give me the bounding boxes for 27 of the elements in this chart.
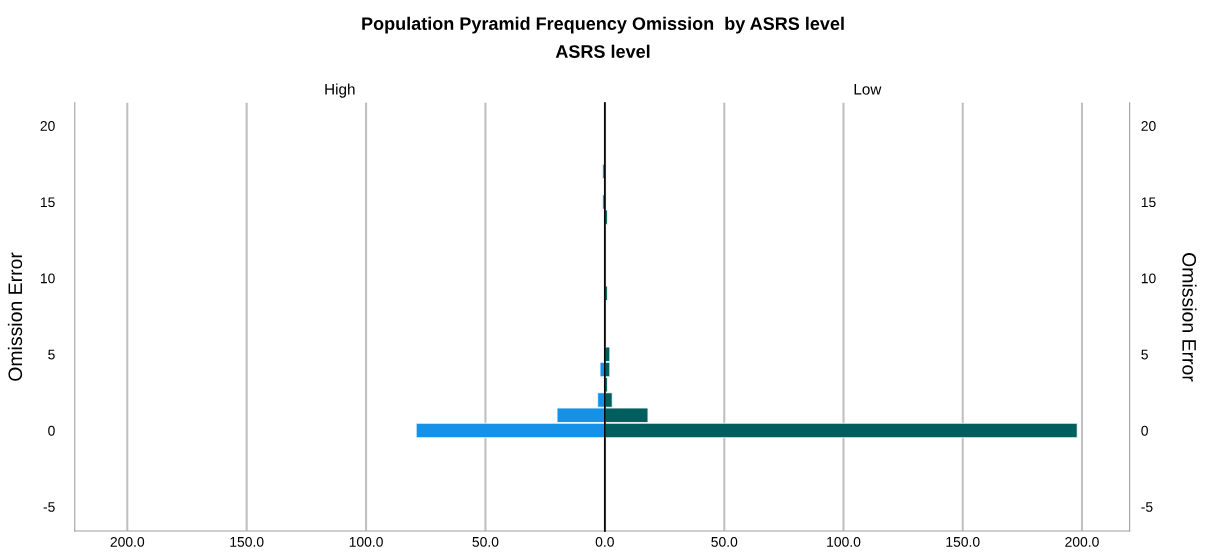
text: Population Pyramid Frequency Omission by ASRS level xyxy=(362,16,844,34)
chart-title: High xyxy=(325,83,355,98)
y-tick-label: -5 xyxy=(1141,502,1153,512)
y-tick-label: 15 xyxy=(1141,197,1156,208)
y-tick-label: 10 xyxy=(1141,273,1156,284)
x-tick-label: 150.0 xyxy=(230,536,264,547)
x-tick-label: 200.0 xyxy=(110,536,145,547)
y-tick-label: 5 xyxy=(1141,349,1148,360)
x-tick-label: 100.0 xyxy=(827,536,861,547)
x-tick-label: 150.0 xyxy=(946,536,980,547)
x-tick-label: 0.0 xyxy=(595,536,614,547)
y-tick-label: 5 xyxy=(48,349,55,360)
text: ASRS level xyxy=(555,44,650,58)
x-tick-label: 50.0 xyxy=(711,536,738,547)
y2-axis-title: Omission Error xyxy=(1182,253,1197,382)
y-tick-label: 0 xyxy=(1141,425,1148,436)
y-tick-label: 0 xyxy=(48,425,55,436)
x-tick-label: 50.0 xyxy=(472,536,499,547)
y-tick-label: -5 xyxy=(43,502,55,512)
y-tick-label: 20 xyxy=(40,121,55,131)
y-tick-label: 20 xyxy=(1141,121,1156,131)
y-tick-label: 15 xyxy=(40,197,55,208)
x-tick-label: 100.0 xyxy=(349,536,383,547)
chart-title: Low xyxy=(854,84,882,95)
y-axis-title: Omission Error xyxy=(7,252,23,381)
x-tick-label: 200.0 xyxy=(1065,536,1099,547)
y-tick-label: 10 xyxy=(40,273,55,284)
